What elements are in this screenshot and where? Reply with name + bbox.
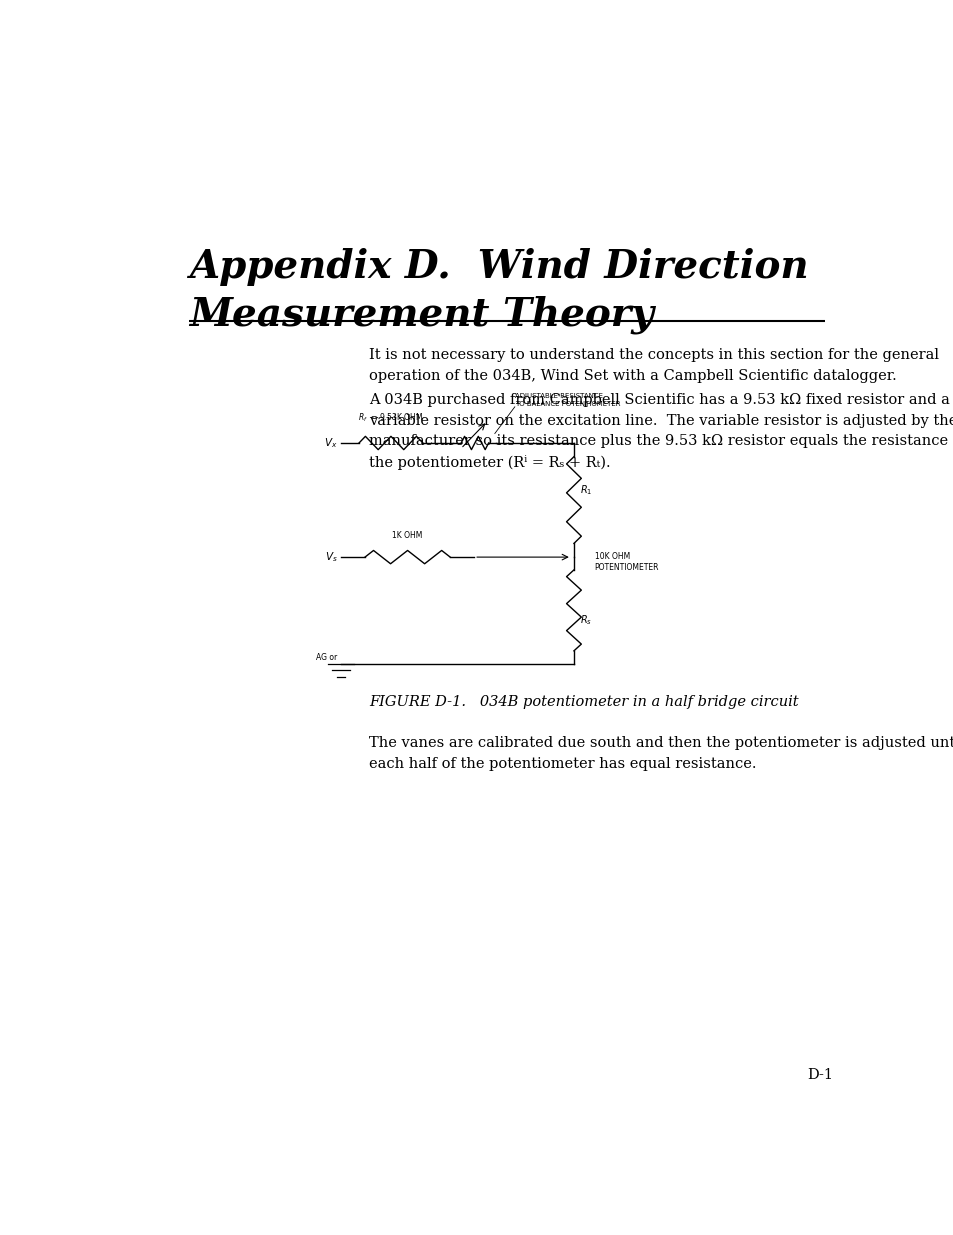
Text: operation of the 034B, Wind Set with a Campbell Scientific datalogger.: operation of the 034B, Wind Set with a C…: [369, 369, 896, 383]
Text: variable resistor on the excitation line.  The variable resistor is adjusted by : variable resistor on the excitation line…: [369, 414, 953, 427]
Text: FIGURE D-1.   034B potentiometer in a half bridge circuit: FIGURE D-1. 034B potentiometer in a half…: [369, 695, 798, 709]
Text: each half of the potentiometer has equal resistance.: each half of the potentiometer has equal…: [369, 757, 756, 771]
Text: Appendix D.  Wind Direction: Appendix D. Wind Direction: [190, 248, 808, 287]
Text: AG or: AG or: [315, 653, 337, 662]
Text: 10K OHM
POTENTIOMETER: 10K OHM POTENTIOMETER: [594, 552, 659, 572]
Text: 1K OHM: 1K OHM: [392, 531, 422, 540]
Text: D-1: D-1: [806, 1068, 832, 1082]
Text: $R_s$: $R_s$: [579, 613, 592, 627]
Text: $R_f$  = 9.53K OHM: $R_f$ = 9.53K OHM: [358, 411, 423, 424]
Text: The vanes are calibrated due south and then the potentiometer is adjusted until: The vanes are calibrated due south and t…: [369, 736, 953, 750]
Text: It is not necessary to understand the concepts in this section for the general: It is not necessary to understand the co…: [369, 348, 938, 362]
Text: the potentiometer (Rⁱ = Rₛ + Rₜ).: the potentiometer (Rⁱ = Rₛ + Rₜ).: [369, 456, 610, 471]
Text: $V_s$: $V_s$: [324, 551, 337, 564]
Text: Measurement Theory: Measurement Theory: [190, 295, 654, 335]
Text: $V_x$: $V_x$: [324, 436, 337, 450]
Text: $R_1$: $R_1$: [579, 484, 592, 498]
Text: manufacturer so its resistance plus the 9.53 kΩ resistor equals the resistance o: manufacturer so its resistance plus the …: [369, 435, 953, 448]
Text: A 034B purchased from Campbell Scientific has a 9.53 kΩ fixed resistor and a: A 034B purchased from Campbell Scientifi…: [369, 393, 949, 406]
Text: ADJUSTABLE RESISTANCE
TO BALANCE POTENTIOMETER: ADJUSTABLE RESISTANCE TO BALANCE POTENTI…: [515, 394, 619, 406]
